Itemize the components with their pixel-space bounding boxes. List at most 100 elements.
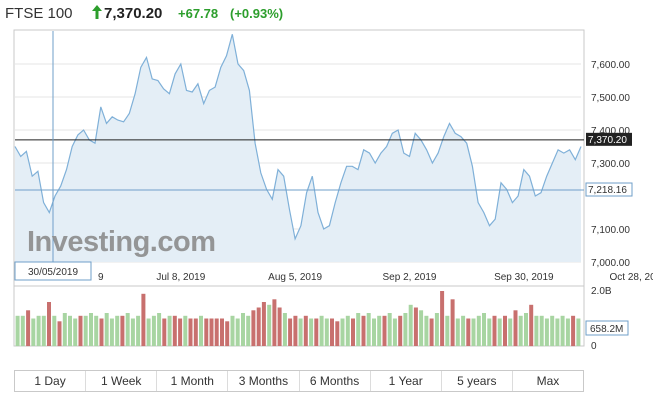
volume-bar bbox=[518, 315, 523, 347]
volume-bar bbox=[319, 315, 324, 347]
tab-6-months[interactable]: 6 Months bbox=[300, 371, 371, 391]
crosshair-price-label: 7,218.16 bbox=[585, 182, 633, 197]
volume-bar bbox=[398, 315, 403, 347]
volume-bar bbox=[83, 315, 88, 347]
volume-bar bbox=[68, 315, 72, 347]
volume-bar bbox=[141, 293, 146, 347]
volume-bar bbox=[288, 318, 293, 346]
volume-bar bbox=[267, 304, 272, 347]
volume-bar bbox=[125, 313, 130, 346]
volume-bar bbox=[309, 318, 314, 346]
volume-bar bbox=[178, 318, 183, 346]
volume-bar bbox=[571, 315, 576, 347]
volume-bar bbox=[576, 318, 581, 346]
volume-bar bbox=[513, 310, 518, 347]
volume-bar bbox=[26, 310, 31, 347]
instrument-name: FTSE 100 bbox=[5, 5, 73, 22]
volume-bar bbox=[188, 318, 193, 346]
volume-bar bbox=[403, 313, 408, 346]
volume-bar bbox=[214, 318, 219, 346]
volume-max-label: 2.0B bbox=[591, 286, 612, 297]
volume-bar bbox=[534, 315, 539, 347]
volume-current-box bbox=[585, 320, 629, 336]
investing-watermark: Investing.com bbox=[27, 226, 216, 258]
volume-bar bbox=[220, 318, 224, 346]
volume-bar bbox=[508, 318, 513, 346]
volume-bar bbox=[193, 318, 198, 346]
y-tick-label: 7,100.00 bbox=[591, 225, 630, 236]
y-tick-label: 7,500.00 bbox=[591, 93, 630, 104]
volume-bar bbox=[544, 318, 549, 346]
svg-text:30/05/2019: 30/05/2019 bbox=[28, 267, 78, 278]
volume-bar bbox=[136, 315, 141, 347]
volume-bar bbox=[303, 315, 308, 347]
quote-header: FTSE 100 7,370.20 +67.78 (+0.93%) bbox=[0, 0, 653, 30]
volume-bar bbox=[497, 318, 502, 346]
volume-bar bbox=[335, 321, 340, 347]
volume-bar bbox=[47, 302, 51, 346]
x-tick-label: Oct 28, 2019 bbox=[610, 272, 653, 283]
tab-1-month[interactable]: 1 Month bbox=[157, 371, 229, 391]
volume-bar bbox=[419, 310, 424, 347]
y-tick-label: 7,000.00 bbox=[591, 258, 630, 269]
tab-5-years[interactable]: 5 years bbox=[442, 371, 513, 391]
volume-bar bbox=[172, 315, 177, 347]
volume-bar bbox=[461, 315, 466, 347]
tab-1-day[interactable]: 1 Day bbox=[15, 371, 87, 391]
volume-bar bbox=[209, 318, 214, 346]
volume-bar bbox=[324, 318, 329, 346]
tab-1-year[interactable]: 1 Year bbox=[371, 371, 442, 391]
volume-bar bbox=[487, 318, 492, 346]
volume-bar bbox=[204, 318, 209, 346]
volume-bar bbox=[78, 315, 83, 347]
volume-bar bbox=[20, 315, 25, 347]
volume-bar bbox=[539, 315, 544, 347]
svg-text:7,218.16: 7,218.16 bbox=[588, 185, 627, 196]
volume-bar bbox=[429, 318, 434, 346]
volume-bar bbox=[120, 315, 125, 347]
last-price: 7,370.20 bbox=[104, 5, 163, 22]
volume-bar bbox=[492, 315, 497, 347]
crosshair-date-label: 30/05/2019 bbox=[14, 261, 92, 281]
volume-bar bbox=[57, 321, 62, 347]
volume-bar bbox=[89, 313, 93, 346]
volume-bar bbox=[94, 315, 99, 347]
volume-bar bbox=[476, 315, 481, 347]
volume-bar bbox=[157, 313, 162, 346]
volume-bar bbox=[199, 315, 203, 347]
volume-bar bbox=[466, 318, 471, 346]
tab-1-week[interactable]: 1 Week bbox=[86, 371, 158, 391]
x-tick-label: Aug 5, 2019 bbox=[268, 272, 322, 283]
volume-bar bbox=[482, 313, 486, 346]
price-change: +67.78 bbox=[178, 6, 219, 21]
volume-bar bbox=[73, 318, 78, 346]
price-area-fill bbox=[15, 34, 581, 262]
volume-bar bbox=[41, 315, 46, 347]
volume-bar bbox=[372, 318, 376, 346]
volume-bar bbox=[104, 313, 109, 346]
y-tick-label: 7,300.00 bbox=[591, 159, 630, 170]
volume-bar bbox=[293, 315, 298, 347]
tab-3-months[interactable]: 3 Months bbox=[228, 371, 300, 391]
volume-bar bbox=[503, 315, 507, 347]
volume-bar bbox=[52, 315, 57, 347]
up-arrow-icon bbox=[92, 5, 102, 19]
timeframe-tabs: 1 Day 1 Week 1 Month 3 Months 6 Months 1… bbox=[14, 370, 584, 392]
y-tick-label: 7,400.00 bbox=[591, 126, 630, 137]
volume-bar bbox=[162, 318, 167, 346]
volume-bar bbox=[387, 313, 392, 346]
price-change-percent: (+0.93%) bbox=[230, 6, 284, 21]
price-chart[interactable]: 7,600.00 7,500.00 7,400.00 7,300.00 7,100.00… bbox=[0, 0, 653, 365]
volume-bar bbox=[330, 318, 334, 346]
svg-text:7,370.20: 7,370.20 bbox=[588, 135, 627, 146]
volume-bar bbox=[109, 318, 114, 346]
volume-bar bbox=[366, 313, 371, 346]
volume-bar bbox=[151, 315, 156, 347]
volume-bar bbox=[392, 318, 397, 346]
volume-bar bbox=[455, 318, 460, 346]
volume-bar bbox=[434, 313, 439, 346]
volume-bar bbox=[560, 315, 565, 347]
volume-bar bbox=[345, 315, 350, 347]
tab-max[interactable]: Max bbox=[536, 374, 560, 388]
volume-bar bbox=[340, 318, 345, 346]
